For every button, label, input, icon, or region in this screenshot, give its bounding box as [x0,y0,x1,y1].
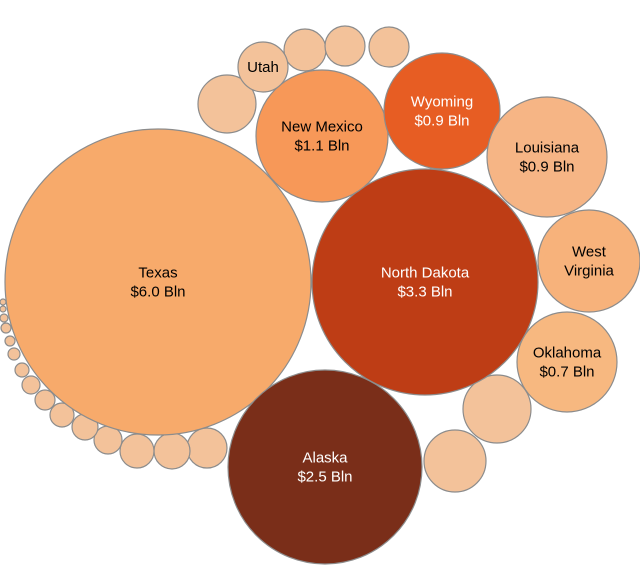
bubble-label-new-mexico-name: New Mexico [281,119,363,136]
bubble-unlabeled [0,305,7,313]
bubble-unlabeled [119,433,155,469]
bubble-label-oklahoma-name: Oklahoma [533,345,602,362]
bubble-texas [4,128,312,436]
bubble-label-north-dakota-value: $3.3 Bln [397,284,452,301]
bubble-unlabeled [0,298,7,306]
bubble-unlabeled [21,375,41,395]
bubble-unlabeled [153,432,191,470]
bubble-unlabeled [49,402,75,428]
bubble-west-virginia [537,209,640,313]
bubble-unlabeled [7,347,21,361]
bubble-label-louisiana-name: Louisiana [515,140,580,157]
bubble-alaska [227,369,423,565]
bubble-unlabeled [186,427,228,469]
bubble-utah [237,41,289,93]
bubble-unlabeled [0,322,12,334]
labels-layer: Texas $6.0 Bln North Dakota $3.3 Bln Alaska $… [130,59,614,486]
bubble-label-oklahoma-value: $0.7 Bln [539,364,594,381]
bubble-unlabeled [462,374,532,444]
bubble-label-wyoming-name: Wyoming [411,94,473,111]
bubble-new-mexico [255,69,389,203]
bubble-unlabeled [34,389,56,411]
bubble-label-alaska-name: Alaska [302,450,348,467]
bubble-label-louisiana-value: $0.9 Bln [519,159,574,176]
bubble-unlabeled [368,26,410,68]
bubble-oklahoma [516,311,618,413]
bubble-label-new-mexico-value: $1.1 Bln [294,138,349,155]
bubble-unlabeled [423,429,487,493]
bubble-label-alaska-value: $2.5 Bln [297,469,352,486]
bubble-label-texas-name: Texas [138,265,177,282]
bubble-unlabeled [324,25,366,67]
bubble-label-utah-name: Utah [247,59,279,76]
bubble-unlabeled [283,28,327,72]
bubble-unlabeled [4,335,16,347]
bubble-wyoming [383,52,501,170]
bubble-label-north-dakota-name: North Dakota [381,265,470,282]
bubble-label-west-virginia-name: West [572,244,607,261]
bubble-unlabeled [197,74,257,134]
bubble-label-wyoming-value: $0.9 Bln [414,113,469,130]
bubble-label-west-virginia-name: Virginia [564,263,614,280]
bubble-label-texas-value: $6.0 Bln [130,284,185,301]
bubbles-layer [0,25,640,565]
bubble-unlabeled [0,313,9,323]
bubble-unlabeled [14,362,30,378]
bubble-north-dakota [311,168,539,396]
bubble-louisiana [486,96,608,218]
